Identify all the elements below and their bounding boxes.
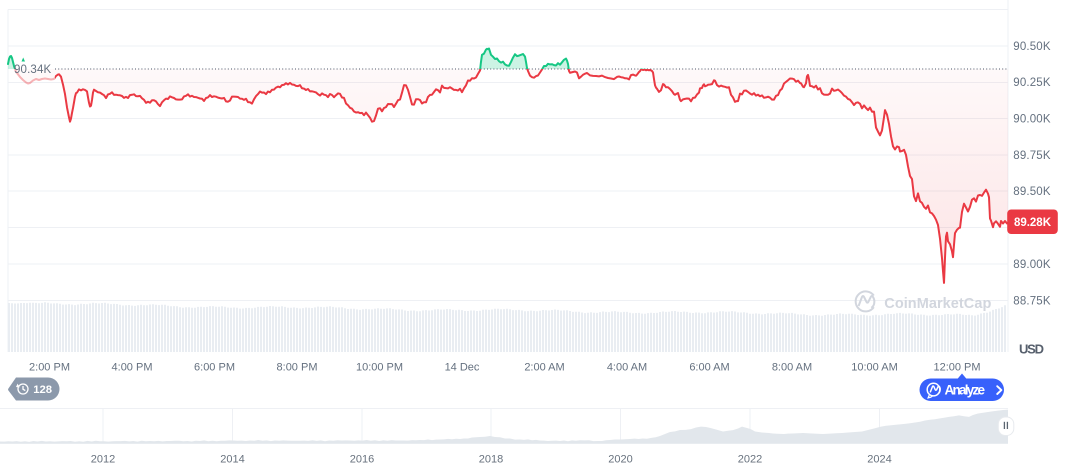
svg-text:2016: 2016 <box>350 454 374 466</box>
svg-text:USD: USD <box>1019 342 1044 357</box>
svg-text:128: 128 <box>33 384 52 396</box>
svg-text:2024: 2024 <box>867 454 891 466</box>
svg-text:14 Dec: 14 Dec <box>445 362 480 374</box>
svg-text:6:00 AM: 6:00 AM <box>689 362 729 374</box>
svg-text:2018: 2018 <box>479 454 503 466</box>
svg-text:90.50K: 90.50K <box>1013 41 1051 53</box>
svg-text:Analyze: Analyze <box>945 382 986 397</box>
svg-text:2022: 2022 <box>738 454 762 466</box>
svg-text:89.00K: 89.00K <box>1013 259 1051 271</box>
svg-text:2:00 AM: 2:00 AM <box>524 362 564 374</box>
svg-text:89.50K: 89.50K <box>1013 186 1051 198</box>
svg-text:10:00 AM: 10:00 AM <box>851 362 897 374</box>
svg-text:8:00 AM: 8:00 AM <box>772 362 812 374</box>
svg-text:8:00 PM: 8:00 PM <box>277 362 318 374</box>
svg-text:CoinMarketCap: CoinMarketCap <box>884 296 991 312</box>
svg-text:12:00 PM: 12:00 PM <box>933 362 980 374</box>
svg-text:89.75K: 89.75K <box>1013 150 1051 162</box>
svg-text:90.25K: 90.25K <box>1013 77 1051 89</box>
svg-text:89.28K: 89.28K <box>1014 217 1052 229</box>
svg-text:90.00K: 90.00K <box>1013 114 1051 126</box>
svg-text:88.75K: 88.75K <box>1013 296 1051 308</box>
svg-text:2020: 2020 <box>608 454 632 466</box>
svg-text:2:00 PM: 2:00 PM <box>29 362 70 374</box>
svg-text:2014: 2014 <box>220 454 244 466</box>
svg-text:6:00 PM: 6:00 PM <box>194 362 235 374</box>
svg-text:4:00 AM: 4:00 AM <box>607 362 647 374</box>
svg-text:90.34K: 90.34K <box>14 64 52 76</box>
svg-text:2012: 2012 <box>91 454 115 466</box>
svg-text:4:00 PM: 4:00 PM <box>112 362 153 374</box>
svg-text:10:00 PM: 10:00 PM <box>356 362 403 374</box>
